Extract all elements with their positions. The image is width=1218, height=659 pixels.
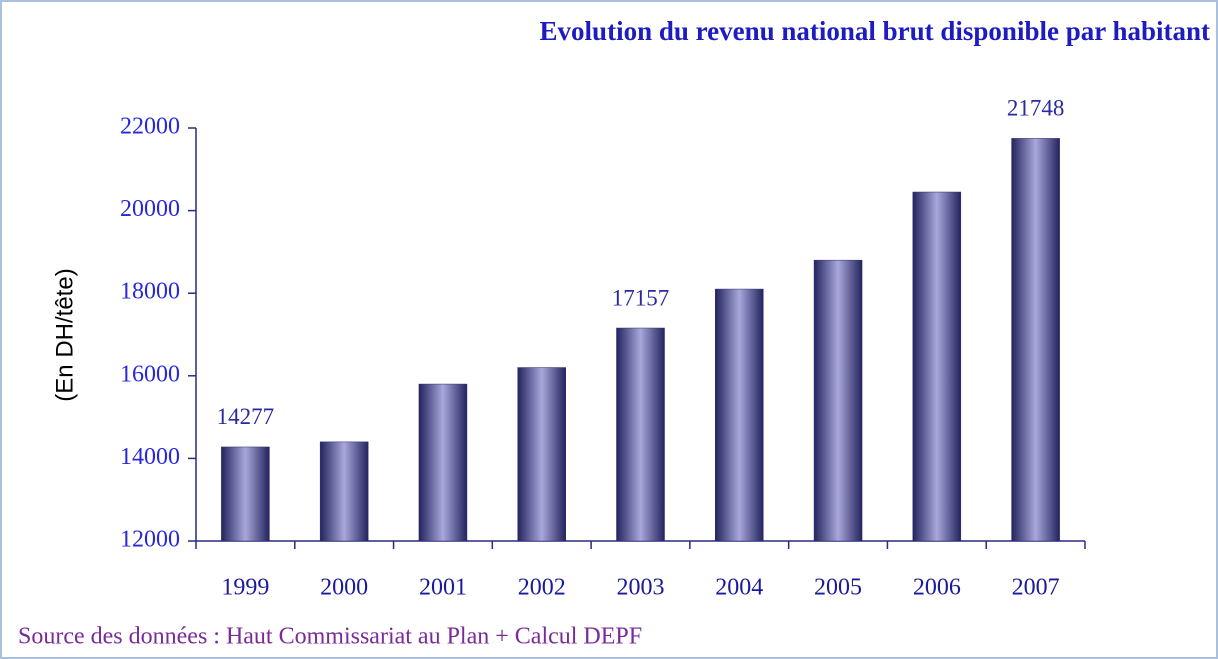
bar — [1011, 138, 1060, 542]
y-tick-label: 22000 — [120, 114, 180, 140]
x-tick-label: 2006 — [913, 575, 961, 601]
source-note: Source des données : Haut Commissariat a… — [18, 624, 642, 650]
chart-title: Evolution du revenu national brut dispon… — [540, 16, 1210, 46]
x-tick-label: 2000 — [320, 575, 368, 601]
x-tick-label: 2002 — [518, 575, 566, 601]
x-tick-label: 2003 — [617, 575, 665, 601]
bar — [517, 367, 566, 542]
bar — [221, 446, 270, 542]
bar — [616, 327, 665, 542]
x-tick-label: 2004 — [715, 575, 763, 601]
y-tick-label: 14000 — [120, 444, 180, 470]
y-tick-label: 12000 — [120, 527, 180, 553]
x-tick-label: 2007 — [1012, 575, 1060, 601]
value-label: 17157 — [612, 285, 670, 310]
x-tick-label: 2001 — [419, 575, 467, 601]
y-tick-label: 16000 — [120, 361, 180, 387]
y-tick-label: 18000 — [120, 279, 180, 305]
bar — [912, 191, 962, 542]
bar — [813, 259, 863, 542]
x-tick-label: 1999 — [221, 575, 269, 601]
value-label: 21748 — [1007, 96, 1065, 121]
bar — [715, 288, 764, 542]
x-tick-label: 2005 — [814, 575, 862, 601]
bar — [418, 383, 468, 542]
y-axis-label: (En DH/tête) — [51, 268, 78, 401]
value-label: 14277 — [217, 404, 275, 429]
bar — [319, 441, 369, 542]
y-tick-label: 20000 — [120, 196, 180, 222]
